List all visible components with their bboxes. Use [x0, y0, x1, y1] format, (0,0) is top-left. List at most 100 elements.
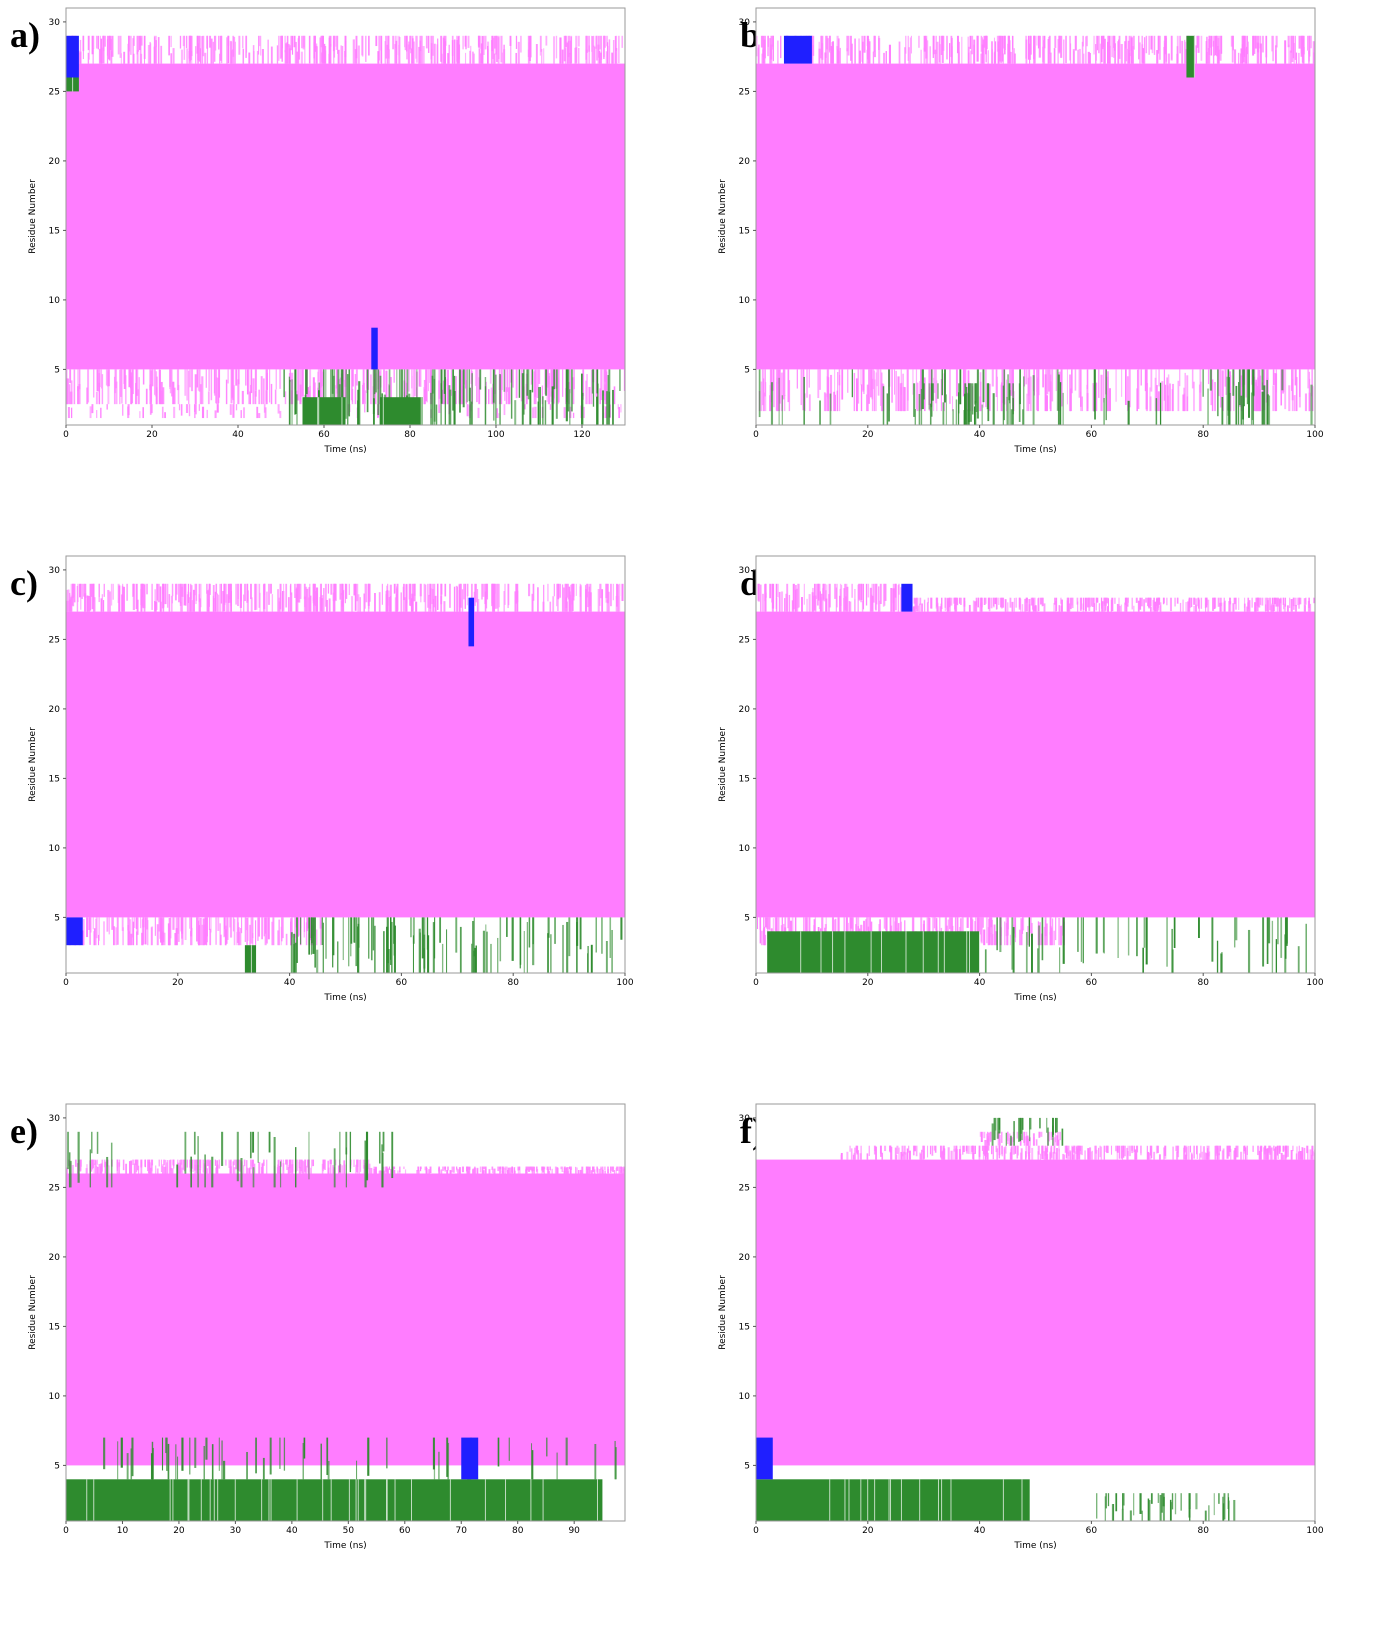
coil-stripe: [164, 1159, 167, 1174]
coil-stripe: [237, 379, 240, 405]
coil-stripe: [1008, 1133, 1011, 1146]
turn-stripe: [546, 1437, 548, 1457]
coil-stripe: [493, 53, 496, 64]
coil-stripe: [551, 1168, 553, 1174]
coil-stripe: [277, 589, 280, 612]
turn-stripe: [931, 369, 933, 417]
coil-stripe: [1248, 600, 1251, 612]
turn-stripe: [325, 917, 327, 959]
coil-stripe: [472, 1169, 475, 1174]
coil-stripe: [1302, 39, 1304, 64]
coil-stripe: [312, 1159, 315, 1167]
coil-stripe: [874, 583, 878, 611]
coil-stripe: [870, 369, 872, 391]
coil-stripe: [155, 1165, 157, 1174]
coil-stripe: [131, 369, 134, 404]
coil-stripe: [192, 1159, 194, 1173]
helix-region: [468, 597, 475, 647]
coil-stripe: [874, 35, 876, 58]
coil-stripe: [1144, 369, 1146, 392]
coil-stripe: [1213, 35, 1216, 56]
turn-stripe: [519, 917, 522, 965]
coil-stripe: [572, 412, 575, 419]
coil-stripe: [1206, 51, 1208, 64]
coil-stripe: [482, 35, 485, 55]
coil-stripe: [70, 594, 72, 612]
turn-stripe: [1056, 369, 1059, 411]
coil-stripe: [991, 934, 994, 946]
coil-stripe: [532, 599, 534, 612]
coil-stripe: [565, 597, 567, 612]
coil-stripe: [772, 369, 774, 391]
coil-stripe: [507, 1167, 510, 1174]
turn-stripe: [781, 395, 783, 425]
coil-stripe: [588, 386, 591, 405]
turn-stripe: [354, 917, 356, 943]
turn-stripe: [355, 917, 358, 967]
coil-stripe: [1206, 597, 1208, 606]
coil-stripe: [1157, 597, 1160, 605]
coil-stripe: [198, 594, 200, 612]
coil-stripe: [1080, 391, 1082, 412]
coil-stripe: [968, 1145, 970, 1154]
coil-stripe: [1069, 389, 1071, 412]
coil-stripe: [152, 369, 154, 387]
coil-stripe: [797, 583, 799, 609]
coil-stripe: [1182, 394, 1185, 412]
turn-stripe: [1159, 1494, 1162, 1521]
coil-stripe: [170, 595, 173, 612]
plot-frame: [65, 1103, 626, 1522]
turn-stripe: [110, 1142, 113, 1188]
coil-stripe: [980, 35, 983, 52]
coil-stripe: [1125, 597, 1128, 606]
coil-stripe: [252, 378, 255, 405]
coil-stripe: [170, 369, 173, 397]
coil-stripe: [1149, 396, 1152, 412]
coil-stripe: [924, 377, 926, 412]
turn-stripe: [1211, 917, 1214, 962]
coil-stripe: [141, 594, 143, 612]
coil-stripe: [172, 1159, 175, 1167]
turn-stripe: [974, 400, 977, 425]
coil-stripe: [179, 583, 182, 604]
coil-stripe: [926, 917, 928, 938]
coil-region: [756, 63, 1315, 370]
coil-stripe: [1120, 44, 1123, 64]
coil-stripe: [953, 597, 955, 604]
coil-stripe: [760, 35, 763, 48]
turn-stripe: [347, 374, 349, 425]
coil-stripe: [332, 35, 335, 52]
turn-stripe: [1019, 369, 1021, 405]
coil-stripe: [1216, 1147, 1219, 1160]
coil-stripe: [1033, 1137, 1035, 1146]
coil-stripe: [226, 594, 229, 612]
turn-stripe: [568, 917, 571, 957]
turn-stripe: [571, 369, 573, 412]
coil-stripe: [222, 591, 224, 612]
coil-stripe: [1014, 917, 1017, 938]
coil-stripe: [891, 369, 893, 403]
coil-stripe: [530, 1166, 532, 1170]
coil-stripe: [861, 600, 864, 612]
coil-stripe: [1033, 597, 1035, 611]
coil-stripe: [1004, 921, 1006, 946]
coil-stripe: [201, 376, 204, 405]
coil-stripe: [953, 1145, 955, 1152]
coil-stripe: [906, 1148, 909, 1160]
turn-stripe: [1041, 917, 1044, 961]
coil-stripe: [555, 35, 558, 59]
coil-stripe: [1294, 604, 1298, 612]
coil-stripe: [568, 586, 571, 612]
coil-stripe: [161, 931, 164, 946]
turn-stripe: [770, 382, 774, 425]
coil-stripe: [900, 369, 902, 395]
turn-gap: [484, 1479, 486, 1521]
turn-stripe: [471, 943, 473, 973]
coil-stripe: [1077, 1145, 1080, 1156]
coil-stripe: [123, 586, 125, 612]
coil-stripe: [572, 377, 575, 405]
coil-stripe: [446, 369, 450, 405]
turn-stripe: [1127, 917, 1130, 956]
turn-gap: [844, 931, 846, 973]
turn-stripe: [1052, 1125, 1054, 1146]
